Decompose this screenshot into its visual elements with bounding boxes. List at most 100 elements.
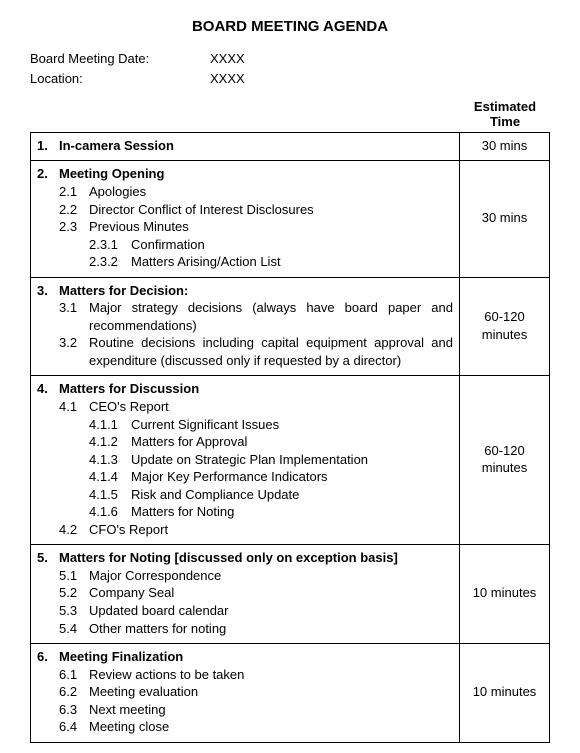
agenda-content-cell: 6.Meeting Finalization6.1Review actions … — [31, 644, 460, 743]
section-num: 4. — [37, 380, 59, 398]
subitem2-text: Major Key Performance Indicators — [131, 468, 453, 486]
subitem-level1: 2.3Previous Minutes — [37, 218, 453, 236]
subitem-level1: 3.2Routine decisions including capital e… — [37, 334, 453, 369]
subitem-text: Updated board calendar — [89, 602, 453, 620]
subitem-level1: 5.2Company Seal — [37, 584, 453, 602]
subitem-num: 6.4 — [59, 718, 89, 736]
section-heading: 3.Matters for Decision: — [37, 282, 453, 300]
time-cell: 60-120 minutes — [460, 376, 550, 545]
section-heading: 1.In-camera Session — [37, 137, 453, 155]
section-title: Meeting Opening — [59, 165, 164, 183]
subitem-num: 6.2 — [59, 683, 89, 701]
meta-block: Board Meeting Date: XXXX Location: XXXX — [30, 49, 550, 88]
time-cell: 10 minutes — [460, 644, 550, 743]
agenda-row: 1.In-camera Session 30 mins — [31, 132, 550, 161]
subitem-num: 4.2 — [59, 521, 89, 539]
subitem-level1: 4.2CFO's Report — [37, 521, 453, 539]
subitem2-num: 4.1.4 — [89, 468, 131, 486]
subitem-level2: 2.3.2Matters Arising/Action List — [37, 253, 453, 271]
subitem-text: Major Correspondence — [89, 567, 453, 585]
section-title: Matters for Noting [discussed only on ex… — [59, 549, 398, 567]
subitem2-text: Current Significant Issues — [131, 416, 453, 434]
subitem2-text: Matters for Approval — [131, 433, 453, 451]
meta-location-label: Location: — [30, 69, 210, 89]
agenda-row: 6.Meeting Finalization6.1Review actions … — [31, 644, 550, 743]
subitem-num: 6.1 — [59, 666, 89, 684]
subitem-num: 2.3 — [59, 218, 89, 236]
subitem-level1: 6.4Meeting close — [37, 718, 453, 736]
agenda-content-cell: 3.Matters for Decision:3.1Major strategy… — [31, 277, 460, 376]
subitem-level1: 6.3Next meeting — [37, 701, 453, 719]
agenda-row: 2.Meeting Opening2.1Apologies2.2Director… — [31, 161, 550, 277]
section-num: 6. — [37, 648, 59, 666]
subitem2-text: Update on Strategic Plan Implementation — [131, 451, 453, 469]
subitem-level1: 5.4Other matters for noting — [37, 620, 453, 638]
subitem2-text: Risk and Compliance Update — [131, 486, 453, 504]
section-heading: 4.Matters for Discussion — [37, 380, 453, 398]
subitem2-num: 2.3.1 — [89, 236, 131, 254]
subitem-level1: 6.1Review actions to be taken — [37, 666, 453, 684]
subitem-level2: 4.1.2Matters for Approval — [37, 433, 453, 451]
subitem-num: 5.3 — [59, 602, 89, 620]
section-num: 2. — [37, 165, 59, 183]
section-num: 1. — [37, 137, 59, 155]
meta-date-value: XXXX — [210, 49, 245, 69]
subitem2-text: Matters for Noting — [131, 503, 453, 521]
subitem-num: 2.1 — [59, 183, 89, 201]
section-heading: 2.Meeting Opening — [37, 165, 453, 183]
section-title: Meeting Finalization — [59, 648, 183, 666]
subitem-text: Director Conflict of Interest Disclosure… — [89, 201, 453, 219]
subitem-text: Meeting close — [89, 718, 453, 736]
subitem2-num: 2.3.2 — [89, 253, 131, 271]
subitem-text: CFO's Report — [89, 521, 453, 539]
subitem-level1: 2.2Director Conflict of Interest Disclos… — [37, 201, 453, 219]
agenda-content-cell: 1.In-camera Session — [31, 132, 460, 161]
section-title: Matters for Decision: — [59, 282, 188, 300]
time-cell: 30 mins — [460, 132, 550, 161]
time-cell: 60-120 minutes — [460, 277, 550, 376]
agenda-row: 3.Matters for Decision:3.1Major strategy… — [31, 277, 550, 376]
subitem2-num: 4.1.2 — [89, 433, 131, 451]
subitem-level1: 3.1Major strategy decisions (always have… — [37, 299, 453, 334]
time-column-header: Estimated Time — [30, 100, 550, 130]
subitem-level2: 2.3.1Confirmation — [37, 236, 453, 254]
subitem2-text: Confirmation — [131, 236, 453, 254]
agenda-row: 5.Matters for Noting [discussed only on … — [31, 545, 550, 644]
section-num: 5. — [37, 549, 59, 567]
page-title: BOARD MEETING AGENDA — [30, 18, 550, 35]
subitem-level2: 4.1.1Current Significant Issues — [37, 416, 453, 434]
agenda-row: 4.Matters for Discussion4.1CEO's Report4… — [31, 376, 550, 545]
subitem-level2: 4.1.6Matters for Noting — [37, 503, 453, 521]
agenda-content-cell: 2.Meeting Opening2.1Apologies2.2Director… — [31, 161, 460, 277]
section-heading: 5.Matters for Noting [discussed only on … — [37, 549, 453, 567]
section-heading: 6.Meeting Finalization — [37, 648, 453, 666]
meta-row-date: Board Meeting Date: XXXX — [30, 49, 550, 69]
subitem-level1: 5.3Updated board calendar — [37, 602, 453, 620]
subitem-text: Company Seal — [89, 584, 453, 602]
time-cell: 10 minutes — [460, 545, 550, 644]
section-num: 3. — [37, 282, 59, 300]
subitem-level1: 5.1Major Correspondence — [37, 567, 453, 585]
subitem-level2: 4.1.5Risk and Compliance Update — [37, 486, 453, 504]
subitem-text: Routine decisions including capital equi… — [89, 334, 453, 369]
subitem2-num: 4.1.3 — [89, 451, 131, 469]
agenda-table: 1.In-camera Session30 mins2.Meeting Open… — [30, 132, 550, 743]
agenda-content-cell: 4.Matters for Discussion4.1CEO's Report4… — [31, 376, 460, 545]
section-title: In-camera Session — [59, 137, 174, 155]
meta-row-location: Location: XXXX — [30, 69, 550, 89]
subitem-num: 5.1 — [59, 567, 89, 585]
time-cell: 30 mins — [460, 161, 550, 277]
agenda-content-cell: 5.Matters for Noting [discussed only on … — [31, 545, 460, 644]
subitem2-num: 4.1.6 — [89, 503, 131, 521]
subitem-text: Major strategy decisions (always have bo… — [89, 299, 453, 334]
subitem-level1: 6.2Meeting evaluation — [37, 683, 453, 701]
subitem-num: 3.2 — [59, 334, 89, 369]
subitem-text: Previous Minutes — [89, 218, 453, 236]
subitem-text: Next meeting — [89, 701, 453, 719]
subitem-num: 3.1 — [59, 299, 89, 334]
subitem2-num: 4.1.1 — [89, 416, 131, 434]
subitem-num: 4.1 — [59, 398, 89, 416]
subitem-level2: 4.1.4Major Key Performance Indicators — [37, 468, 453, 486]
subitem-level2: 4.1.3Update on Strategic Plan Implementa… — [37, 451, 453, 469]
subitem2-num: 4.1.5 — [89, 486, 131, 504]
